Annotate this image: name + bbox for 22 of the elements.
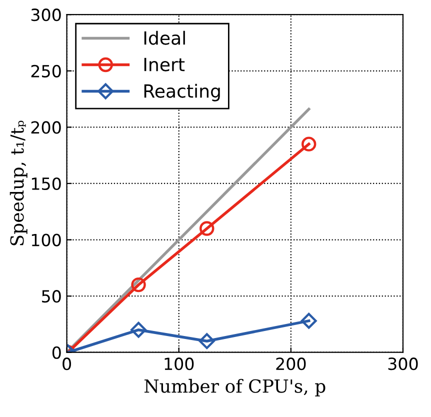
x-tick-label: 200: [276, 358, 306, 370]
x-tick-label: 300: [388, 358, 418, 370]
y-tick-label: 200: [31, 121, 61, 134]
x-tick-label: 0: [62, 358, 71, 370]
y-tick-label: 300: [31, 8, 61, 22]
y-tick-label: 0: [52, 346, 61, 359]
x-axis-title: Number of CPU's, p: [144, 378, 326, 396]
point: [300, 312, 317, 329]
y-tick-label: 50: [42, 290, 61, 303]
point: [301, 136, 316, 152]
point: [198, 333, 215, 350]
y-tick-label: 150: [32, 177, 61, 190]
legend-label: Inert: [144, 58, 185, 72]
legend-label: Ideal: [144, 30, 185, 45]
y-axis-title: Speedup, t₁/tₚ: [10, 120, 28, 246]
y-tick-label: 100: [32, 234, 61, 246]
point: [200, 221, 214, 236]
x-tick-label: 100: [164, 358, 194, 370]
y-tick-label: 250: [31, 64, 61, 78]
point: [131, 277, 146, 292]
legend-label: Reacting: [144, 84, 220, 102]
point: [130, 322, 147, 338]
